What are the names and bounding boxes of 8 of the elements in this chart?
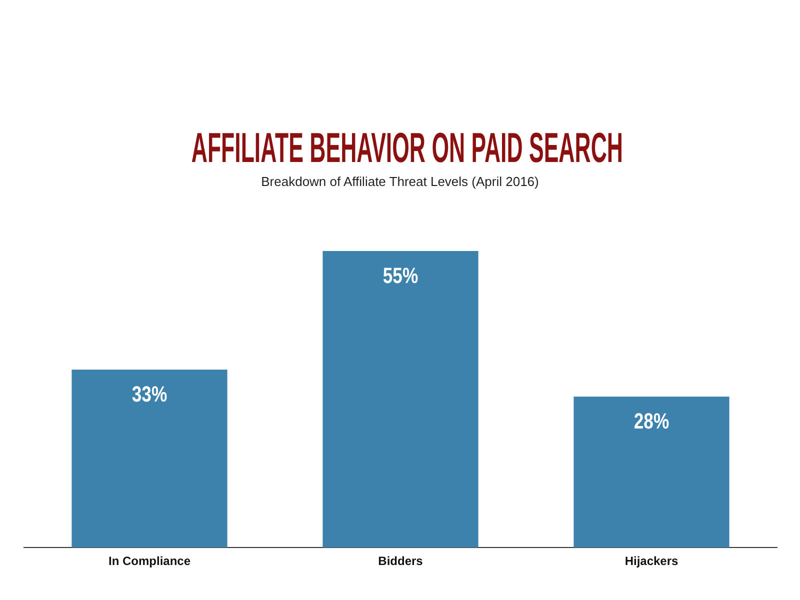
chart-subtitle: Breakdown of Affiliate Threat Levels (April 2016) <box>261 174 539 190</box>
x-tick-label: Bidders <box>378 554 424 568</box>
x-tick-label: Hijackers <box>624 554 679 568</box>
x-tick-label: In Compliance <box>108 554 191 568</box>
data-label: 33% <box>132 382 168 408</box>
chart-title: AFFILIATE BEHAVIOR ON PAID SEARCH <box>191 124 623 172</box>
data-label: 28% <box>634 410 670 434</box>
data-label: 55% <box>382 264 418 289</box>
